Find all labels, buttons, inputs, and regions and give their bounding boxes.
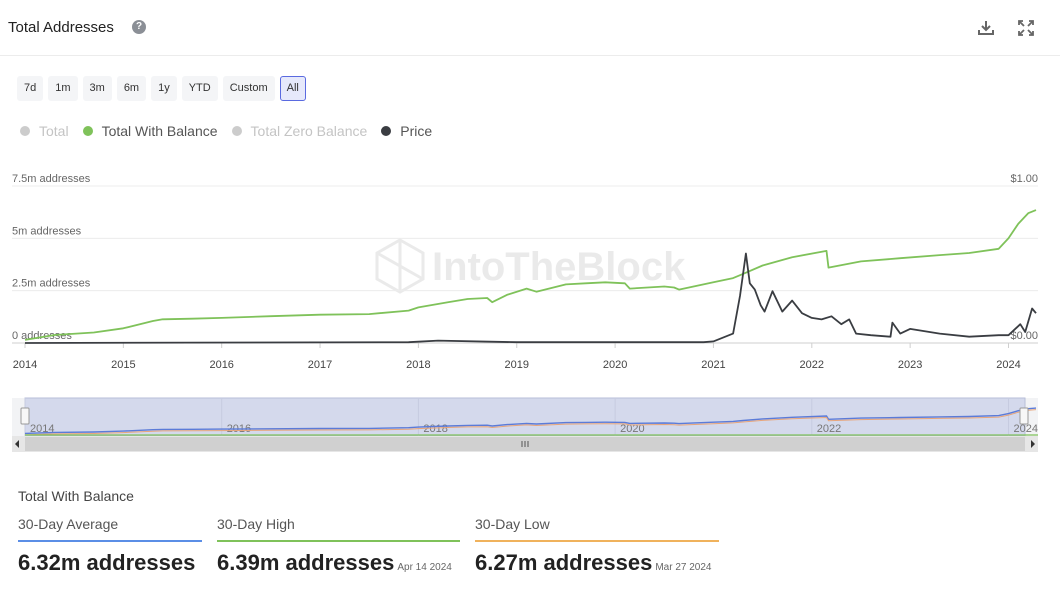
legend-item-total[interactable]: Total — [20, 123, 69, 139]
legend-dot — [381, 126, 392, 136]
navigator-left-handle[interactable] — [20, 407, 30, 425]
stat-value: 6.39m addresses Apr 14 2024 — [217, 550, 452, 575]
x-tick-label: 2016 — [209, 359, 233, 371]
legend-item-total-with-balance[interactable]: Total With Balance — [82, 123, 218, 139]
y-left-tick-label: 7.5m addresses — [12, 173, 91, 185]
series-line-price — [24, 252, 1037, 344]
navigator-series — [24, 407, 1038, 436]
y-axis-left: 0 addresses 2.5m addresses 5m addresses 7.5… — [12, 173, 91, 342]
range-button-custom[interactable]: Custom — [222, 76, 275, 101]
x-tick-label: 2023 — [898, 359, 922, 371]
stat-label: 30-Day Average — [18, 516, 202, 542]
legend-item-price[interactable]: Price — [381, 123, 432, 139]
watermark-logo-icon — [375, 238, 425, 294]
legend-item-total-zero-balance[interactable]: Total Zero Balance — [231, 123, 368, 139]
navigator-tick-label: 2018 — [423, 423, 447, 435]
x-tick-label: 2022 — [800, 359, 824, 371]
y-axis-right: $0.00 $1.00 — [1010, 173, 1038, 342]
range-button-1m[interactable]: 1m — [48, 76, 78, 101]
watermark: IntoTheBlock — [375, 238, 686, 294]
stat-date: Mar 27 2024 — [655, 562, 712, 573]
y-left-tick-label: 5m addresses — [12, 225, 82, 237]
navigator[interactable]: 2014 2016 2018 2020 2022 2024 — [12, 397, 1038, 452]
legend-label: Total With Balance — [101, 123, 218, 139]
range-selector: 7d 1m 3m 6m 1y YTD Custom All — [17, 76, 306, 101]
stats-title: Total With Balance — [18, 488, 134, 504]
y-left-tick-label: 2.5m addresses — [12, 278, 91, 290]
stat-value: 6.27m addresses Mar 27 2024 — [475, 550, 712, 575]
range-button-6m[interactable]: 6m — [116, 76, 147, 101]
watermark-text: IntoTheBlock — [432, 245, 686, 289]
x-tick-label: 2015 — [111, 359, 135, 371]
range-button-3m[interactable]: 3m — [82, 76, 112, 101]
stat-label: 30-Day High — [217, 516, 460, 542]
stat-value: 6.32m addresses — [18, 550, 196, 575]
line-chart: IntoTheBlock 0 addresses 2.5m addresses 5m… — [12, 173, 1038, 452]
arrow-left-icon[interactable] — [15, 440, 19, 448]
x-tick-label: 2021 — [701, 359, 725, 371]
y-right-tick-label: $0.00 — [1010, 330, 1038, 342]
series-line-total-with-balance — [24, 209, 1037, 341]
x-tick-label: 2017 — [308, 359, 332, 371]
legend-dot — [231, 126, 242, 136]
navigator-right-handle[interactable] — [1019, 407, 1029, 425]
download-icon[interactable] — [976, 18, 996, 38]
page-title: Total Addresses — [8, 19, 114, 36]
stat-30-day-average: 30-Day Average 6.32m addresses — [18, 516, 202, 575]
legend-label: Total — [39, 123, 69, 139]
navigator-tick-label: 2024 — [1013, 423, 1037, 435]
stat-30-day-low: 30-Day Low 6.27m addresses Mar 27 2024 — [475, 516, 719, 575]
x-axis: 2014 2015 2016 2017 2018 2019 2020 2021 2022 2023… — [13, 343, 1021, 371]
legend-label: Total Zero Balance — [250, 123, 368, 139]
chart-legend: Total Total With Balance Total Zero Bala… — [20, 123, 432, 139]
navigator-line-orange — [24, 409, 1037, 436]
navigator-tick-label: 2022 — [817, 423, 841, 435]
stat-date: Apr 14 2024 — [397, 562, 452, 573]
y-left-tick-label: 0 addresses — [12, 330, 72, 342]
x-tick-label: 2019 — [505, 359, 529, 371]
expand-icon[interactable] — [1016, 18, 1036, 38]
range-button-1y[interactable]: 1y — [151, 76, 177, 101]
x-tick-label: 2024 — [996, 359, 1020, 371]
x-tick-label: 2020 — [603, 359, 627, 371]
y-right-tick-label: $1.00 — [1010, 173, 1038, 185]
header-bar: Total Addresses ? — [0, 0, 1060, 56]
stat-label: 30-Day Low — [475, 516, 719, 542]
legend-label: Price — [400, 123, 433, 139]
x-tick-label: 2018 — [406, 359, 430, 371]
legend-dot — [82, 126, 93, 136]
range-button-ytd[interactable]: YTD — [181, 76, 218, 101]
range-button-7d[interactable]: 7d — [17, 76, 44, 101]
navigator-selection[interactable] — [24, 397, 1026, 437]
grip-icon[interactable] — [521, 441, 529, 447]
range-button-all[interactable]: All — [279, 76, 306, 101]
legend-dot — [20, 126, 30, 136]
navigator-line-blue — [24, 407, 1037, 435]
arrow-right-icon[interactable] — [1031, 440, 1035, 448]
question-circle-icon[interactable]: ? — [132, 20, 146, 34]
chart-series — [24, 209, 1037, 344]
navigator-axis: 2014 2016 2018 2020 2022 2024 — [24, 398, 1038, 436]
navigator-tick-label: 2020 — [620, 423, 644, 435]
x-tick-label: 2014 — [13, 359, 37, 371]
stat-30-day-high: 30-Day High 6.39m addresses Apr 14 2024 — [217, 516, 460, 575]
